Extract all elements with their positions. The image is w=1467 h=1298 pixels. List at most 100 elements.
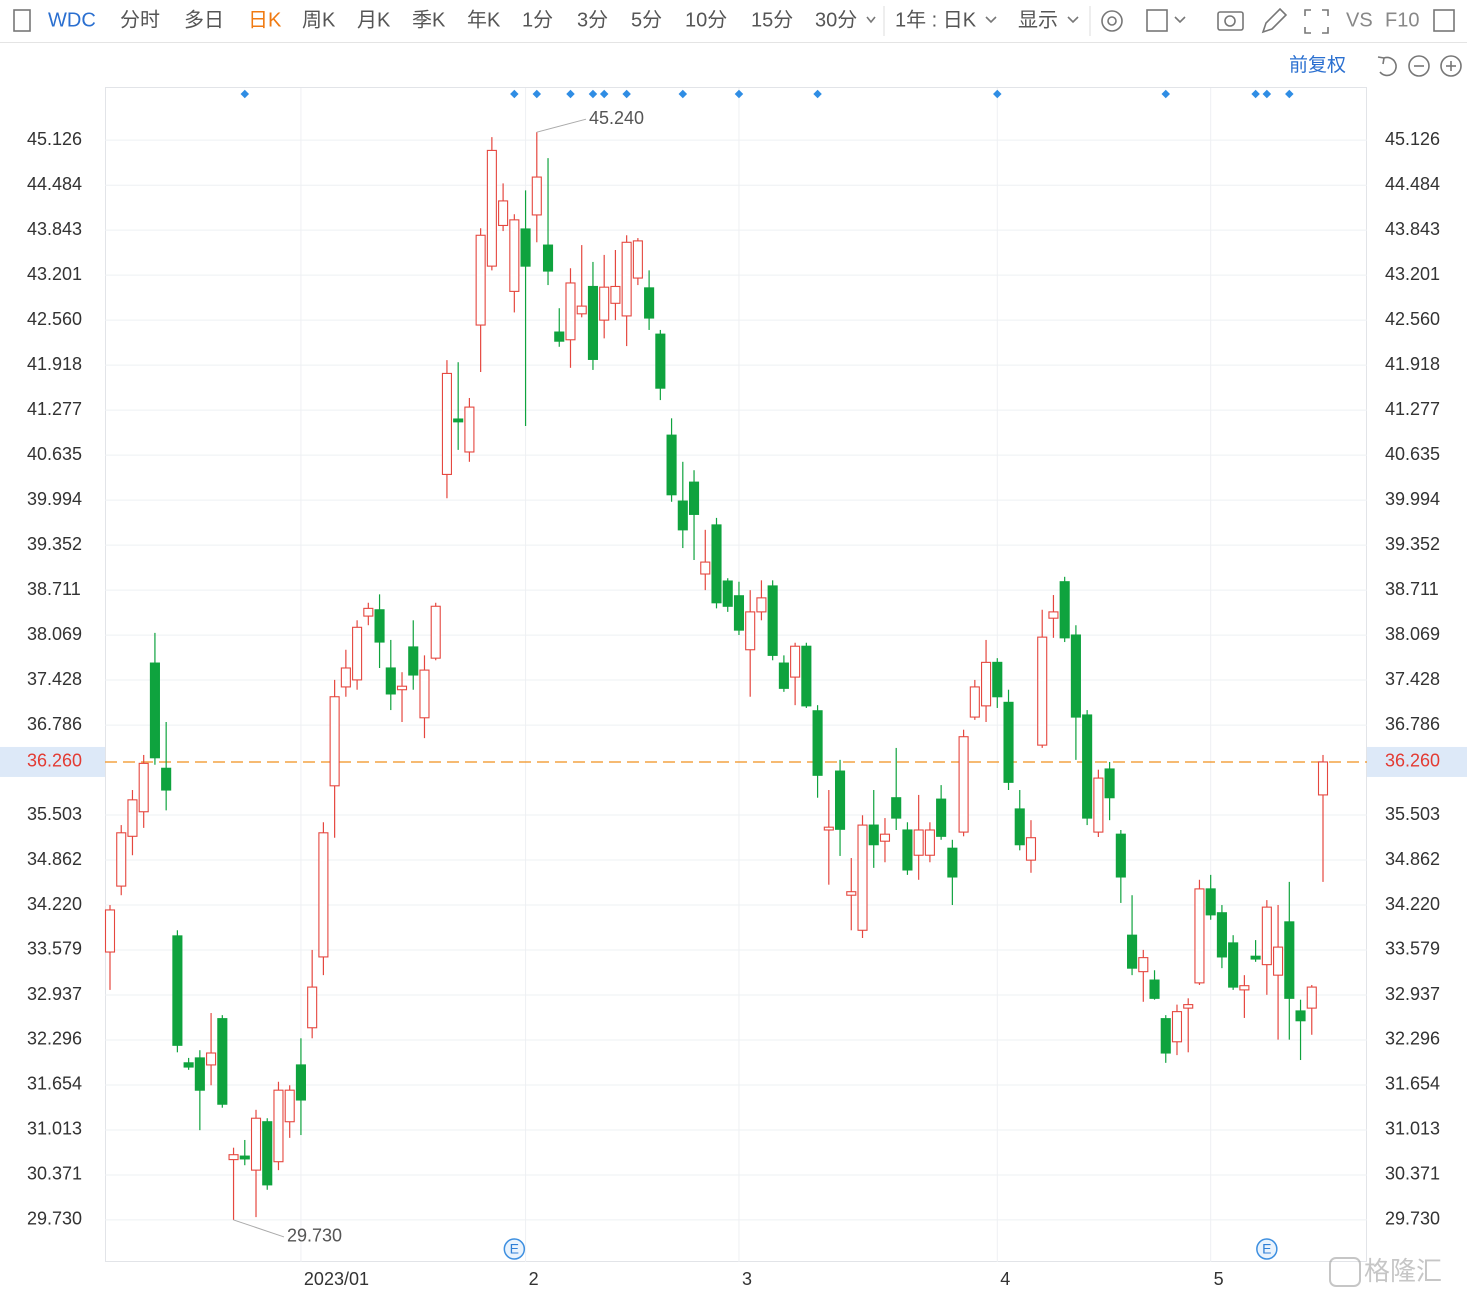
y-tick-label: 45.126 [27,129,82,149]
y2-tick-label: 34.862 [1385,849,1440,869]
candle-body [688,481,700,515]
x-tick-label: 3 [742,1269,752,1289]
candle-body [700,561,711,575]
chevron [866,16,876,24]
period-tab[interactable]: 月K [357,9,391,31]
candle-body [441,372,452,475]
y2-tick-label: 44.484 [1385,174,1440,194]
vs-button[interactable]: VS [1346,9,1373,31]
y-tick-label: 34.220 [27,894,82,914]
f10-button[interactable]: F10 [1385,9,1419,31]
y2-tick-label: 41.277 [1385,399,1440,419]
y-tick-label: 29.730 [27,1209,82,1229]
candle-body [273,1089,284,1163]
period-tab[interactable]: 周K [302,9,336,31]
period-tab[interactable]: 多日 [184,8,224,31]
candle-body [947,847,958,878]
y2-tick-label: 29.730 [1385,1209,1440,1229]
y-tick-label: 34.862 [27,849,82,869]
candle-body [666,434,677,496]
zoom-in-icon[interactable] [1440,55,1462,77]
candle-body [610,285,621,304]
watermark-text: 格隆汇 [1364,1256,1442,1286]
candle-body [1104,768,1115,799]
max-label: 45.240 [589,108,644,128]
period-tab[interactable]: 年K [467,8,501,31]
y-tick-label: 32.937 [27,984,82,1004]
candle-body [924,829,935,856]
candle-body [823,826,834,831]
y2-tick-label: 39.994 [1385,489,1440,509]
candle-body [565,282,576,341]
camera-icon[interactable] [1217,11,1244,31]
y-tick-label: 31.013 [27,1119,82,1139]
earnings-marker [503,1238,526,1260]
period-tab[interactable]: 分时 [120,8,160,31]
candle-body [621,241,632,317]
style-icon[interactable] [1146,9,1168,32]
settings-icon[interactable] [1101,10,1123,32]
panel-icon[interactable] [1433,9,1455,32]
candle-body [711,524,722,604]
y2-tick-label: 30.371 [1385,1164,1440,1184]
symbol[interactable]: WDC [48,9,96,31]
adjust-button[interactable]: 前复权 [1289,54,1346,76]
candle-body [969,686,980,718]
period-tab[interactable]: 季K [412,8,446,31]
event-marker [734,89,744,99]
panel-icon[interactable] [13,9,31,32]
candle-body [464,406,475,453]
candle-body [767,585,778,656]
period-tab[interactable]: 5分 [631,8,662,31]
candle-body [756,597,767,613]
candle-body [161,767,172,791]
candle-body [352,626,363,681]
candle-body [228,1154,239,1161]
y2-tick-label: 39.352 [1385,534,1440,554]
candle-body [1003,701,1014,783]
candle-body [992,661,1003,698]
period-tab[interactable]: 1分 [522,8,553,31]
fullscreen-icon[interactable] [1304,9,1329,34]
event-marker [240,89,250,99]
candle-body [1216,912,1227,958]
zoom-out-icon[interactable] [1408,55,1430,77]
candle-body [1149,979,1160,999]
event-marker [1161,89,1171,99]
candle-body [1025,837,1037,861]
y-tick-label: 36.786 [27,714,82,734]
candle-body [902,829,913,871]
period-tab[interactable]: 30分 [815,8,857,31]
period-tab[interactable]: 10分 [685,8,727,31]
candle-body [1082,714,1093,819]
period-tab[interactable]: 3分 [577,8,608,31]
candle-body [138,762,149,813]
y-tick-label: 30.371 [27,1164,82,1184]
reset-icon[interactable] [1377,56,1397,77]
event-marker [813,89,822,99]
event-marker [678,89,688,99]
y-tick-label: 31.654 [27,1074,82,1094]
draw-icon[interactable] [1261,7,1288,34]
plot-frame [105,87,1367,1262]
candle-body [857,824,868,931]
earnings-label: E [510,1241,519,1257]
candle-body [733,595,745,631]
candle-body [104,909,116,953]
candle-body [363,607,374,617]
chevron [985,16,997,24]
candle-body [498,200,509,227]
period-tab[interactable]: 15分 [751,8,793,31]
watermark: 格隆汇 [1329,1256,1442,1287]
price-tag-bg [0,746,105,777]
candle-body [778,662,789,689]
display-select[interactable]: 显示 [1018,9,1058,31]
range-select[interactable]: 1年 : 日K [895,8,977,31]
event-marker [1285,89,1294,99]
candle-body [745,611,756,651]
candle-body [1317,761,1329,796]
period-tab-active[interactable]: 日K [248,9,282,31]
candle-body [307,986,318,1029]
chevron [1174,16,1186,24]
